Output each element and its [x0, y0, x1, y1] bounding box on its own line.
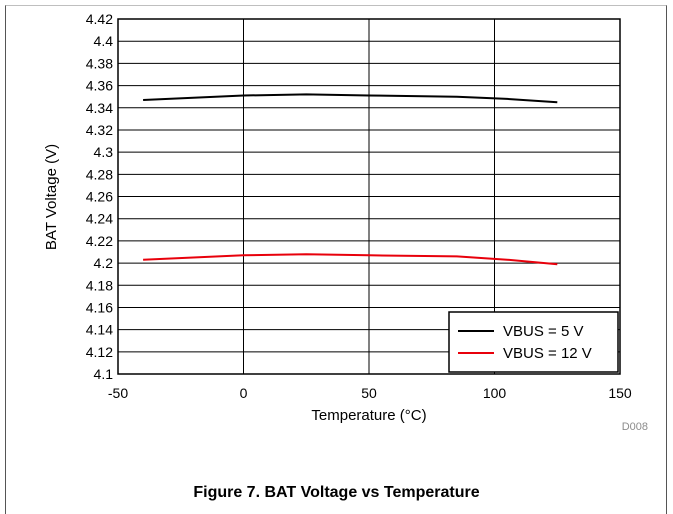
- plot-border: [117, 18, 621, 375]
- series-line-vbus-12v: [143, 253, 558, 266]
- x-tick-label: 0: [240, 385, 248, 401]
- x-axis-title: Temperature (°C): [311, 407, 426, 424]
- figure-caption: Figure 7. BAT Voltage vs Temperature: [193, 484, 480, 501]
- legend-label-vbus-5v: VBUS = 5 V: [503, 323, 583, 340]
- y-tick-label: 4.4: [94, 33, 114, 49]
- y-tick-label: 4.26: [86, 189, 113, 205]
- series-lines: [143, 93, 558, 266]
- series-line-vbus-5v: [143, 93, 558, 104]
- x-tick-labels: -50 0 50 100 150: [108, 385, 632, 401]
- y-tick-label: 4.14: [86, 322, 113, 338]
- figure-frame: [5, 5, 667, 514]
- y-axis-title: BAT Voltage (V): [43, 144, 60, 250]
- y-tick-label: 4.36: [86, 78, 113, 94]
- line-chart: 4.1 4.12 4.14 4.16 4.18 4.2 4.22 4.24 4.26 4.28 4.…: [43, 11, 648, 433]
- figure-code: D008: [622, 421, 648, 433]
- y-tick-label: 4.24: [86, 211, 113, 227]
- y-tick-label: 4.38: [86, 55, 113, 71]
- x-tick-label: 50: [361, 385, 377, 401]
- y-tick-label: 4.16: [86, 299, 113, 315]
- y-tick-label: 4.12: [86, 344, 113, 360]
- y-tick-label: 4.3: [94, 144, 114, 160]
- x-tick-label: -50: [108, 385, 128, 401]
- y-tick-labels: 4.1 4.12 4.14 4.16 4.18 4.2 4.22 4.24 4.26 4.28 4.…: [86, 11, 113, 382]
- y-tick-label: 4.18: [86, 277, 113, 293]
- y-tick-label: 4.42: [86, 11, 113, 27]
- y-tick-label: 4.2: [94, 255, 114, 271]
- y-tick-label: 4.22: [86, 233, 113, 249]
- y-tick-label: 4.32: [86, 122, 113, 138]
- legend-box: [448, 311, 619, 373]
- legend-label-vbus-12v: VBUS = 12 V: [503, 345, 592, 362]
- legend: VBUS = 5 V VBUS = 12 V: [448, 311, 619, 373]
- y-tick-label: 4.28: [86, 166, 113, 182]
- y-tick-label: 4.34: [86, 100, 113, 116]
- x-tick-label: 150: [608, 385, 632, 401]
- y-tick-label: 4.1: [94, 366, 114, 382]
- x-tick-label: 100: [483, 385, 507, 401]
